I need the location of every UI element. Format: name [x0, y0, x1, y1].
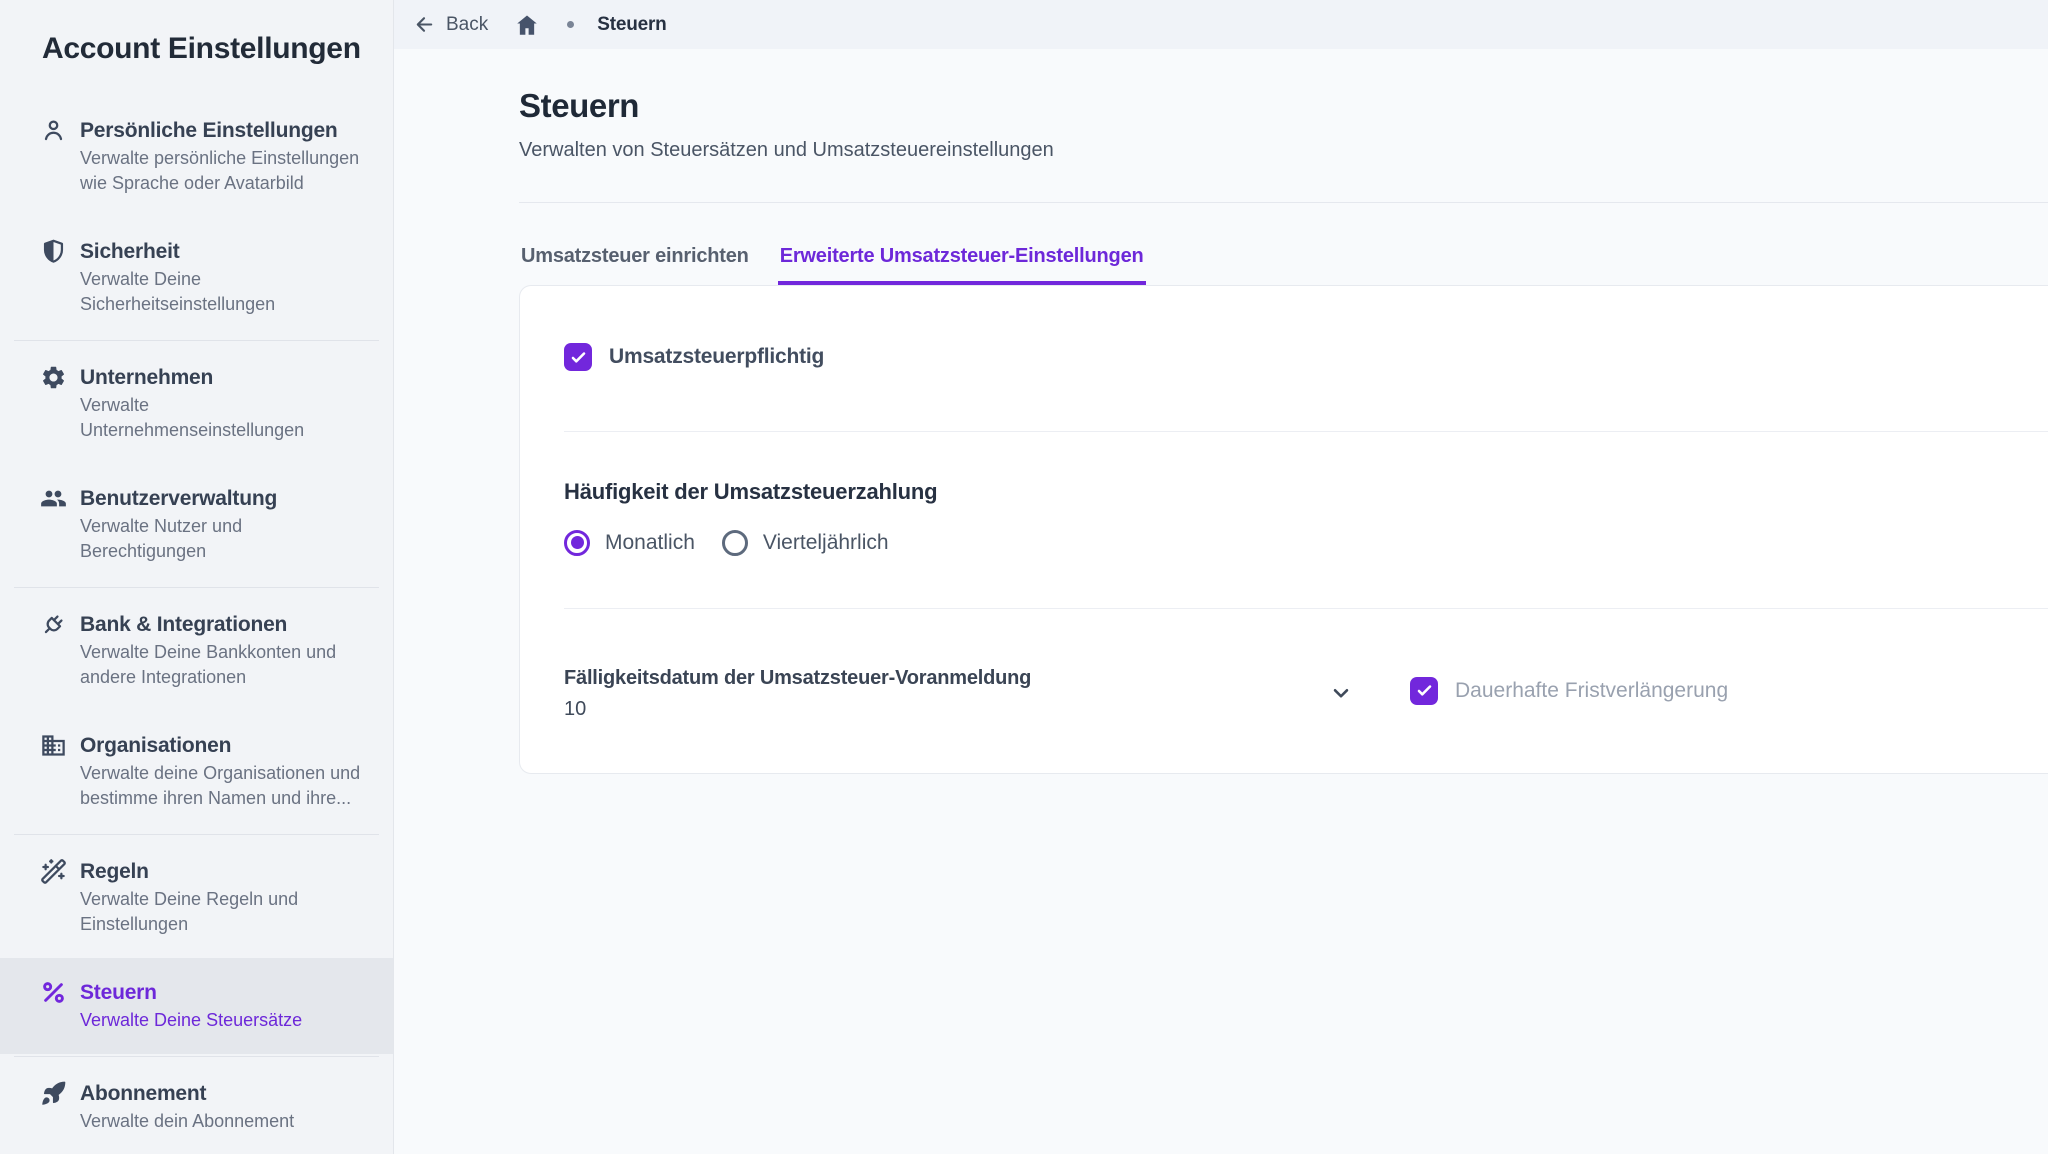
sidebar-item-subscription[interactable]: Abonnement Verwalte dein Abonnement [0, 1059, 393, 1154]
home-icon[interactable] [514, 12, 540, 38]
radio-option-monthly[interactable]: Monatlich [564, 529, 695, 556]
radio-unselected-icon [721, 529, 748, 556]
sidebar-group-divider [14, 340, 379, 341]
sidebar-item-description: Verwalte Nutzer und Berechtigungen [80, 516, 243, 561]
sidebar-item-description: Verwalte Unternehmenseinstellungen [80, 395, 305, 440]
sidebar-item-description: Verwalte deine Organisationen und bestim… [80, 763, 361, 808]
radio-selected-icon [564, 529, 590, 556]
sidebar-item-description: Verwalte Deine Sicherheitseinstellungen [80, 269, 276, 314]
plug-icon [40, 611, 67, 638]
sidebar-item-label: Sicherheit [80, 240, 180, 263]
payment-frequency-row: Häufigkeit der Umsatzsteuerzahlung Monat… [520, 432, 2048, 608]
card-divider [564, 430, 2048, 432]
due-date-select-value: 10 [564, 697, 587, 720]
sidebar-item-description: Verwalte Deine Bankkonten und andere Int… [80, 642, 337, 687]
permanent-extension-label: Dauerhafte Fristverlängerung [1455, 678, 1729, 702]
sidebar-item-label: Abonnement [80, 1082, 207, 1105]
topbar: Back Steuern [394, 0, 2048, 49]
sidebar-item-label: Unternehmen [80, 366, 214, 389]
breadcrumb-separator-dot [567, 21, 575, 28]
gear-icon [40, 364, 67, 391]
page-divider [519, 202, 2048, 203]
sidebar-item-label: Regeln [80, 860, 149, 883]
tab-advanced-vat-settings[interactable]: Erweiterte Umsatzsteuer-Einstellungen [777, 243, 1146, 285]
breadcrumb-current: Steuern [597, 13, 667, 35]
users-icon [40, 485, 67, 512]
sidebar-item-label: Organisationen [80, 734, 232, 757]
user-icon [40, 117, 67, 144]
sidebar-item-security[interactable]: Sicherheit Verwalte Deine Sicherheitseins… [0, 217, 393, 338]
payment-frequency-label: Häufigkeit der Umsatzsteuerzahlung [564, 478, 938, 504]
sidebar-item-organizations[interactable]: Organisationen Verwalte deine Organisatio… [0, 711, 393, 832]
due-date-select-texts: Fälligkeitsdatum der Umsatzsteuer-Voranm… [564, 666, 1031, 721]
page-title: Steuern [519, 87, 640, 124]
back-arrow-icon [413, 13, 436, 36]
sidebar-item-description: Verwalte Deine Regeln und Einstellungen [80, 889, 299, 934]
radio-option-quarterly[interactable]: Vierteljährlich [721, 529, 889, 556]
sidebar-group-divider [14, 834, 379, 835]
due-date-select[interactable]: Fälligkeitsdatum der Umsatzsteuer-Voranm… [564, 666, 1354, 721]
wand-icon [40, 858, 67, 885]
settings-card: Umsatzsteuerpflichtig Häufigkeit der Ums… [519, 285, 2048, 774]
content: Steuern Verwalten von Steuersätzen und U… [394, 49, 2048, 1154]
sidebar-item-description: Verwalte dein Abonnement [80, 1111, 295, 1131]
chevron-down-icon [1328, 680, 1354, 706]
radio-option-label: Monatlich [605, 530, 695, 554]
main-area: Back Steuern Steuern Verwalten von Steue… [394, 0, 2048, 1154]
sidebar-group-divider [14, 1056, 379, 1057]
tab-bar: Umsatzsteuer einrichten Erweiterte Umsatz… [519, 243, 2048, 285]
page-subtitle: Verwalten von Steuersätzen und Umsatzste… [519, 139, 1054, 161]
building-icon [40, 732, 67, 759]
sidebar-nav: Persönliche Einstellungen Verwalte persön… [0, 96, 393, 1154]
sidebar-item-label: Bank & Integrationen [80, 613, 288, 636]
payment-frequency-radio-group: Monatlich Vierteljährlich [564, 529, 2048, 556]
rocket-icon [40, 1080, 67, 1107]
sidebar-item-label: Steuern [80, 981, 157, 1004]
sidebar-item-label: Benutzerverwaltung [80, 487, 278, 510]
sidebar-item-company[interactable]: Unternehmen Verwalte Unternehmenseinstell… [0, 343, 393, 464]
due-date-select-label: Fälligkeitsdatum der Umsatzsteuer-Voranm… [564, 666, 1032, 689]
vat-liable-row: Umsatzsteuerpflichtig [520, 286, 2048, 431]
vat-liable-label: Umsatzsteuerpflichtig [609, 345, 825, 368]
sidebar-item-bank-integrations[interactable]: Bank & Integrationen Verwalte Deine Bankk… [0, 590, 393, 711]
sidebar-item-rules[interactable]: Regeln Verwalte Deine Regeln und Einstell… [0, 837, 393, 958]
due-date-row: Fälligkeitsdatum der Umsatzsteuer-Voranm… [520, 609, 2048, 773]
checkbox-checked-icon [564, 343, 592, 371]
sidebar-title: Account Einstellungen [42, 32, 361, 65]
sidebar-group-divider [14, 587, 379, 588]
back-button[interactable]: Back [413, 13, 488, 36]
card-divider [564, 607, 2048, 609]
sidebar-item-label: Persönliche Einstellungen [80, 119, 338, 142]
tab-vat-setup[interactable]: Umsatzsteuer einrichten [519, 243, 751, 285]
radio-option-label: Vierteljährlich [762, 530, 889, 554]
sidebar-item-description: Verwalte persönliche Einstellungen wie S… [80, 148, 360, 193]
permanent-extension-checkbox-field[interactable]: Dauerhafte Fristverlängerung [1410, 676, 1729, 705]
sidebar-item-taxes[interactable]: Steuern Verwalte Deine Steuersätze [0, 958, 393, 1054]
percent-icon [40, 979, 67, 1006]
sidebar-item-personal-settings[interactable]: Persönliche Einstellungen Verwalte persön… [0, 96, 393, 217]
sidebar-item-description: Verwalte Deine Steuersätze [80, 1010, 303, 1030]
shield-icon [40, 238, 67, 265]
back-button-label: Back [446, 13, 489, 35]
sidebar-item-user-management[interactable]: Benutzerverwaltung Verwalte Nutzer und Be… [0, 464, 393, 585]
sidebar: Account Einstellungen Persönliche Einste… [0, 0, 394, 1154]
checkbox-checked-icon [1410, 676, 1438, 705]
vat-liable-checkbox-field[interactable]: Umsatzsteuerpflichtig [564, 343, 824, 371]
